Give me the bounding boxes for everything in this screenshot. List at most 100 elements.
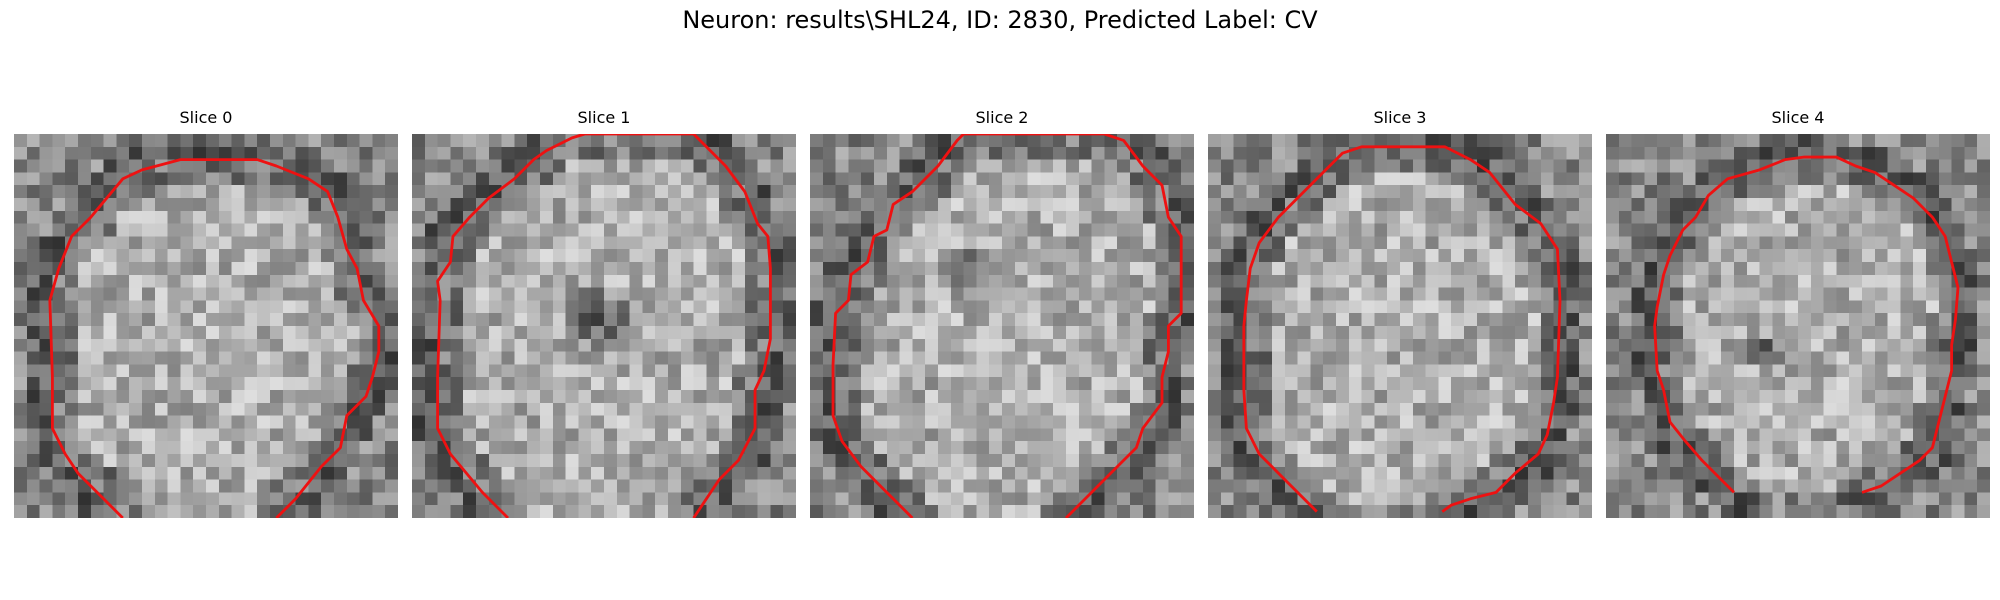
pixel-cell xyxy=(321,480,334,493)
pixel-cell xyxy=(514,147,527,160)
pixel-cell xyxy=(385,275,398,288)
pixel-cell xyxy=(1644,492,1657,505)
pixel-cell xyxy=(1541,352,1554,365)
pixel-cell xyxy=(642,326,655,339)
pixel-cell xyxy=(1696,249,1709,262)
pixel-cell xyxy=(1964,300,1977,313)
pixel-cell xyxy=(1515,313,1528,326)
pixel-cell xyxy=(1053,467,1066,480)
pixel-cell xyxy=(1079,198,1092,211)
pixel-cell xyxy=(219,428,232,441)
pixel-cell xyxy=(1875,416,1888,429)
pixel-cell xyxy=(1721,505,1734,518)
pixel-cell xyxy=(1862,249,1875,262)
pixel-cell xyxy=(1310,134,1323,147)
pixel-cell xyxy=(951,467,964,480)
pixel-cell xyxy=(1336,134,1349,147)
pixel-cell xyxy=(758,326,771,339)
pixel-cell xyxy=(1964,211,1977,224)
pixel-cell xyxy=(1579,134,1592,147)
pixel-cell xyxy=(1298,416,1311,429)
pixel-cell xyxy=(180,428,193,441)
pixel-cell xyxy=(823,492,836,505)
pixel-cell xyxy=(1285,236,1298,249)
pixel-cell xyxy=(129,339,142,352)
pixel-cell xyxy=(1413,249,1426,262)
pixel-cell xyxy=(1566,326,1579,339)
pixel-cell xyxy=(463,505,476,518)
pixel-cell xyxy=(938,288,951,301)
pixel-cell xyxy=(1028,454,1041,467)
pixel-cell xyxy=(1438,377,1451,390)
pixel-cell xyxy=(219,262,232,275)
pixel-cell xyxy=(1221,185,1234,198)
pixel-cell xyxy=(1002,313,1015,326)
pixel-cell xyxy=(578,172,591,185)
pixel-cell xyxy=(668,377,681,390)
pixel-cell xyxy=(1554,505,1567,518)
pixel-cell xyxy=(296,441,309,454)
pixel-cell xyxy=(1181,441,1194,454)
pixel-cell xyxy=(283,441,296,454)
pixel-cell xyxy=(732,275,745,288)
pixel-cell xyxy=(836,224,849,237)
pixel-cell xyxy=(1349,172,1362,185)
pixel-cell xyxy=(334,160,347,173)
pixel-cell xyxy=(1747,467,1760,480)
pixel-cell xyxy=(836,390,849,403)
pixel-cell xyxy=(578,185,591,198)
pixel-cell xyxy=(1952,428,1965,441)
pixel-cell xyxy=(1977,249,1990,262)
pixel-cell xyxy=(1900,339,1913,352)
pixel-cell xyxy=(1053,377,1066,390)
pixel-cell xyxy=(1272,390,1285,403)
pixel-cell xyxy=(193,454,206,467)
pixel-cell xyxy=(1285,262,1298,275)
pixel-cell xyxy=(1234,147,1247,160)
pixel-cell xyxy=(142,147,155,160)
pixel-cell xyxy=(1451,454,1464,467)
pixel-cell xyxy=(1323,313,1336,326)
pixel-cell xyxy=(887,249,900,262)
pixel-cell xyxy=(1670,339,1683,352)
pixel-cell xyxy=(1798,172,1811,185)
pixel-cell xyxy=(1426,416,1439,429)
pixel-cell xyxy=(450,275,463,288)
pixel-cell xyxy=(27,441,40,454)
pixel-cell xyxy=(1156,492,1169,505)
pixel-cell xyxy=(1747,300,1760,313)
pixel-cell xyxy=(668,275,681,288)
pixel-cell xyxy=(129,390,142,403)
pixel-cell xyxy=(1566,300,1579,313)
pixel-cell xyxy=(1426,377,1439,390)
pixel-cell xyxy=(91,160,104,173)
pixel-cell xyxy=(848,185,861,198)
pixel-cell xyxy=(861,416,874,429)
pixel-cell xyxy=(425,313,438,326)
pixel-cell xyxy=(129,377,142,390)
pixel-cell xyxy=(925,300,938,313)
pixel-cell xyxy=(1221,198,1234,211)
pixel-cell xyxy=(244,224,257,237)
pixel-cell xyxy=(104,300,117,313)
pixel-cell xyxy=(40,198,53,211)
pixel-cell xyxy=(1734,480,1747,493)
pixel-cell xyxy=(372,288,385,301)
pixel-cell xyxy=(861,390,874,403)
pixel-cell xyxy=(681,224,694,237)
pixel-cell xyxy=(1670,198,1683,211)
pixel-cell xyxy=(489,377,502,390)
pixel-cell xyxy=(438,172,451,185)
pixel-cell xyxy=(566,467,579,480)
pixel-cell xyxy=(1849,236,1862,249)
pixel-cell xyxy=(1002,492,1015,505)
pixel-cell xyxy=(1849,326,1862,339)
pixel-cell xyxy=(321,352,334,365)
pixel-cell xyxy=(823,505,836,518)
pixel-cell xyxy=(1502,390,1515,403)
pixel-cell xyxy=(578,160,591,173)
pixel-cell xyxy=(244,249,257,262)
pixel-cell xyxy=(1015,224,1028,237)
pixel-cell xyxy=(770,416,783,429)
pixel-cell xyxy=(1772,275,1785,288)
